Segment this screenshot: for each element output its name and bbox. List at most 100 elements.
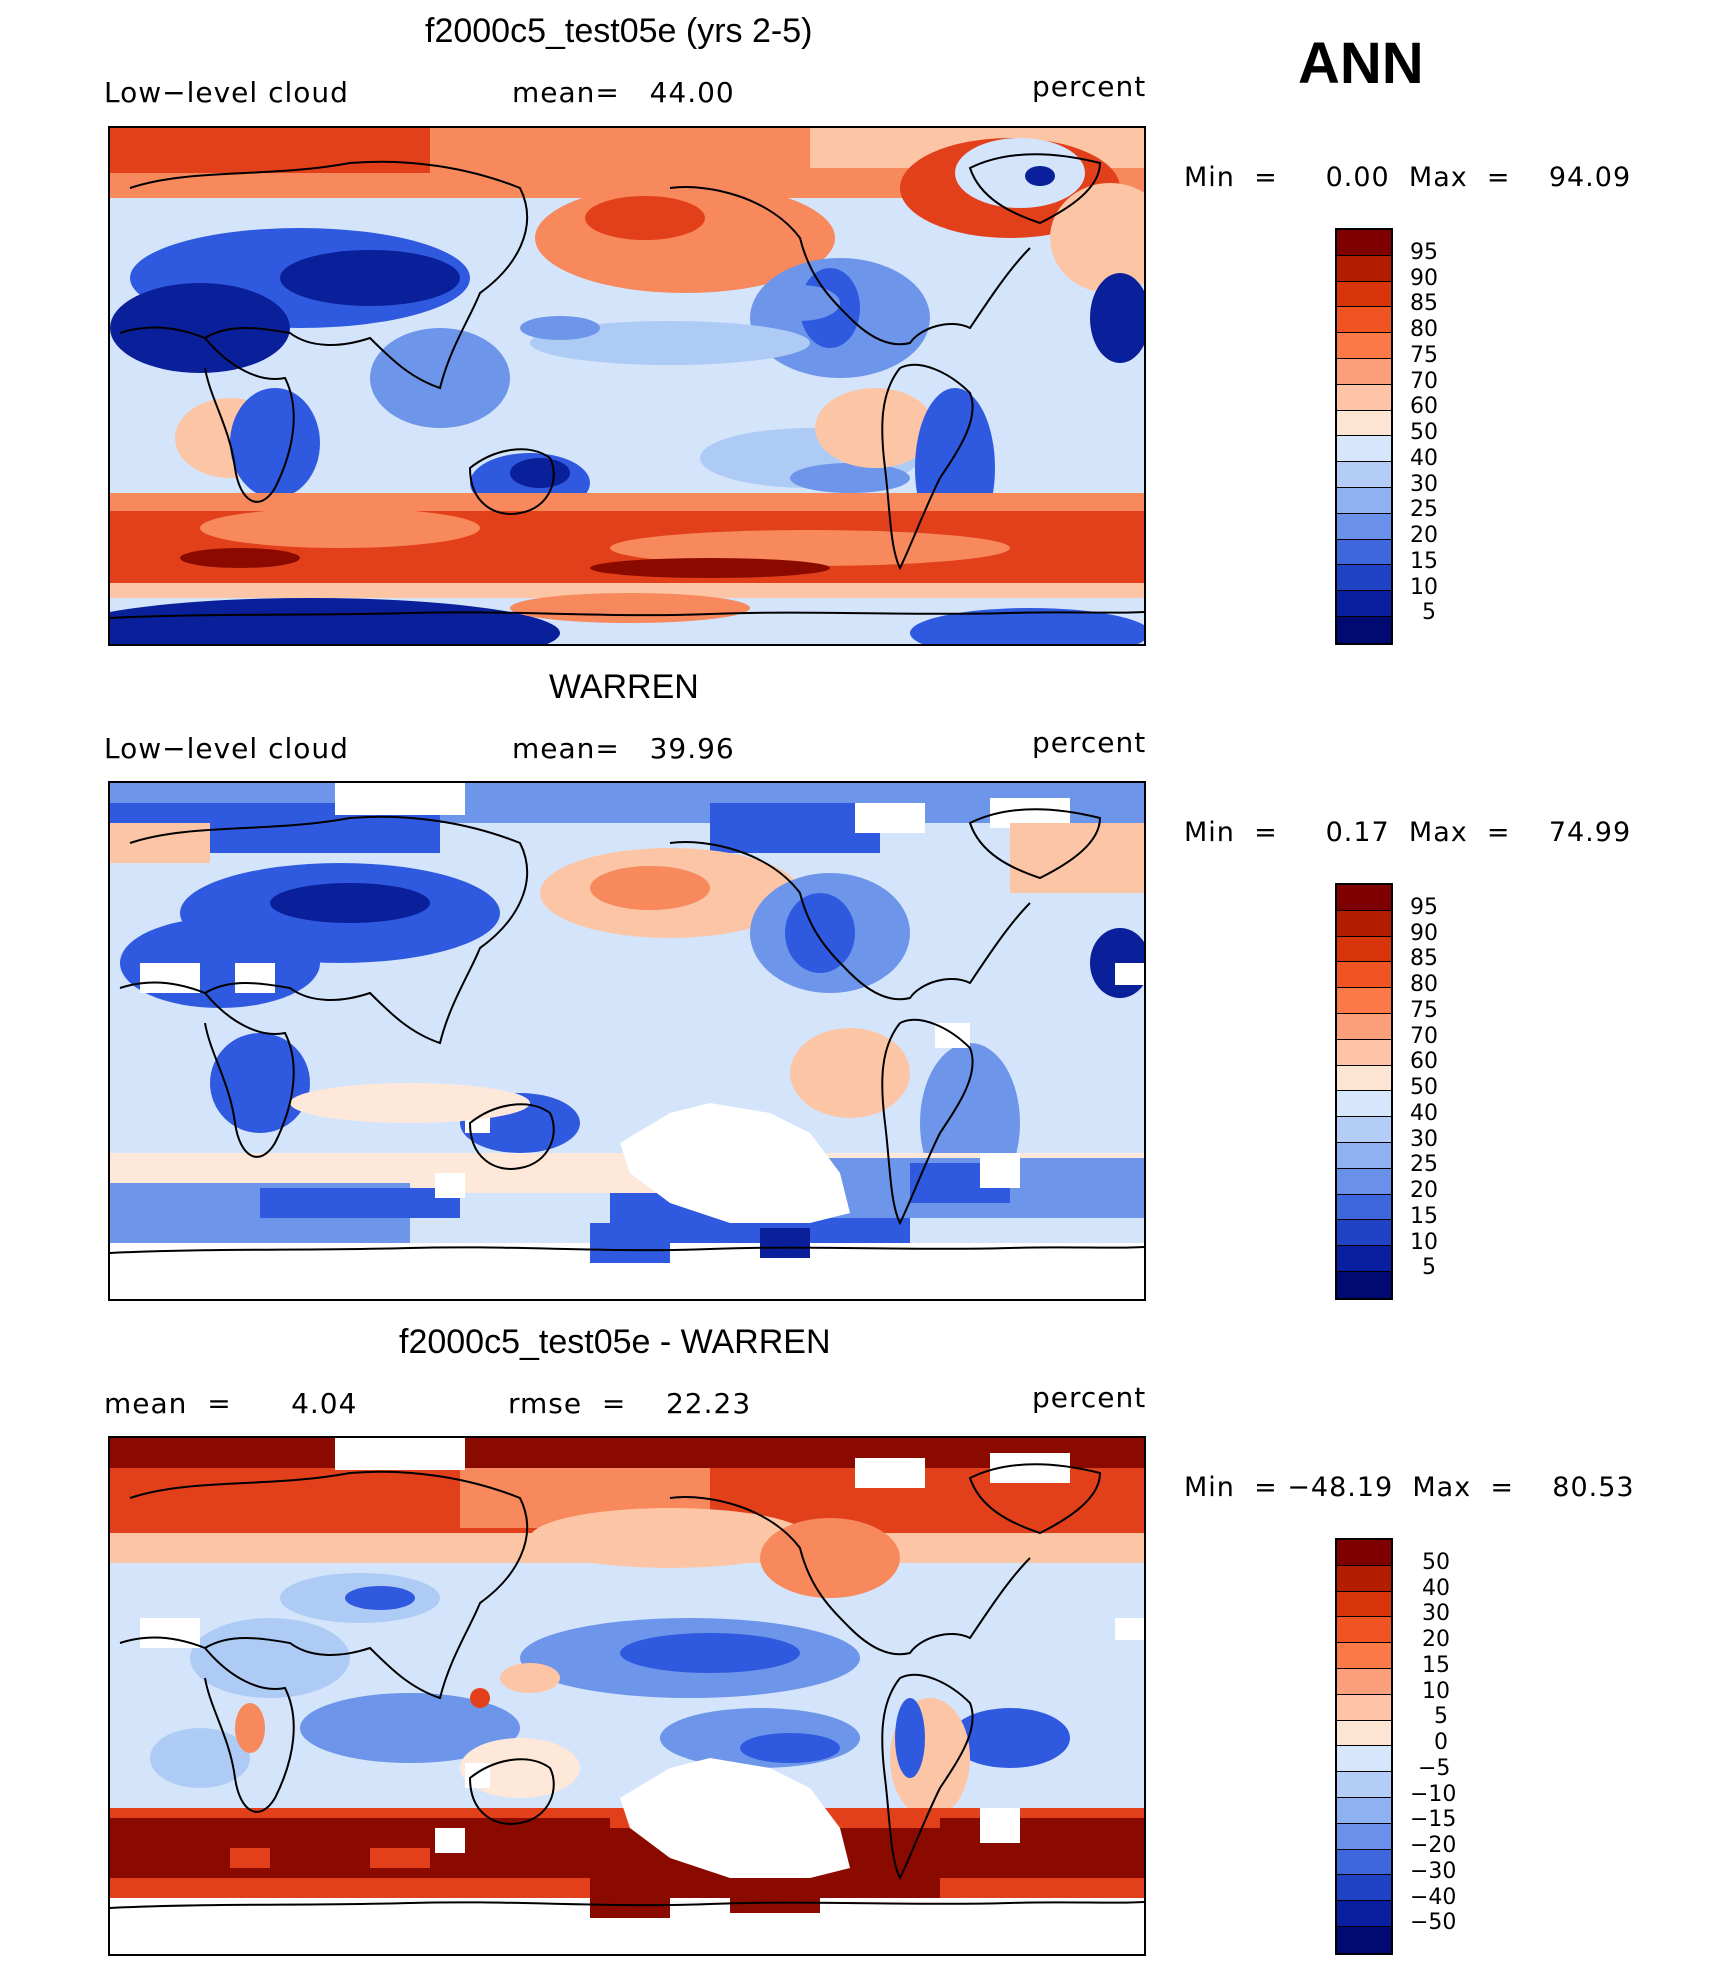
panel-2-colorbar-label: 5	[1422, 1255, 1436, 1280]
panel-3-units-label: percent	[1032, 1381, 1147, 1414]
panel-3-colorbar-label: 5	[1434, 1704, 1448, 1729]
panel-1-map-field	[110, 128, 1144, 644]
panel-1-mean-label: mean= 44.00	[512, 76, 735, 109]
panel-1-colorbar-label: 70	[1410, 369, 1438, 394]
panel-2-colorbar	[1335, 883, 1393, 1300]
panel-3-mean-label: mean = 4.04	[104, 1387, 358, 1420]
panel-2-units-label: percent	[1032, 726, 1147, 759]
panel-2-colorbar-label: 90	[1410, 921, 1438, 946]
panel-1-colorbar-swatch	[1337, 333, 1391, 359]
panel-2-colorbar-swatch	[1337, 1013, 1391, 1040]
panel-1-colorbar-label: 20	[1410, 523, 1438, 548]
panel-1-colorbar-swatch	[1337, 384, 1391, 411]
panel-2-colorbar-label: 70	[1410, 1024, 1438, 1049]
panel-3-colorbar-label: −5	[1418, 1756, 1451, 1781]
panel-1-colorbar-swatch	[1337, 436, 1391, 463]
panel-3-colorbar-label: −50	[1410, 1910, 1457, 1935]
panel-3-colorbar-swatch	[1337, 1643, 1391, 1669]
panel-2-colorbar-swatch	[1337, 1246, 1391, 1272]
panel-1-colorbar-swatch	[1337, 410, 1391, 437]
panel-3-colorbar	[1335, 1538, 1393, 1955]
panel-1-variable-label: Low−level cloud	[104, 76, 349, 109]
panel-3-colorbar-label: 20	[1422, 1627, 1450, 1652]
panel-3-colorbar-swatch	[1337, 1901, 1391, 1927]
panel-3-colorbar-label: 30	[1422, 1601, 1450, 1626]
panel-1-colorbar-label: 60	[1410, 394, 1438, 419]
panel-3-colorbar-swatch	[1337, 1720, 1391, 1747]
panel-3-colorbar-label: −20	[1410, 1833, 1457, 1858]
panel-1-colorbar-label: 95	[1410, 240, 1438, 265]
panel-2-colorbar-swatch	[1337, 1065, 1391, 1092]
panel-2-colorbar-swatch	[1337, 1039, 1391, 1066]
panel-2-colorbar-swatch	[1337, 1142, 1391, 1169]
panel-1-colorbar-swatch	[1337, 565, 1391, 592]
panel-3-colorbar-label: 0	[1434, 1730, 1448, 1755]
panel-2-colorbar-label: 80	[1410, 972, 1438, 997]
panel-1-colorbar-swatch	[1337, 462, 1391, 488]
panel-3-title: f2000c5_test05e - WARREN	[399, 1323, 831, 1361]
panel-1-colorbar-swatch	[1337, 513, 1391, 540]
panel-1-colorbar-swatch	[1337, 230, 1391, 256]
panel-3-colorbar-swatch	[1337, 1875, 1391, 1902]
panel-3-colorbar-swatch	[1337, 1540, 1391, 1566]
panel-1-colorbar-swatch	[1337, 591, 1391, 617]
panel-3-colorbar-label: −10	[1410, 1782, 1457, 1807]
panel-1-colorbar-label: 75	[1410, 343, 1438, 368]
panel-3-map-field	[110, 1438, 1144, 1954]
panel-1-colorbar-swatch	[1337, 616, 1391, 643]
panel-2-colorbar-label: 25	[1410, 1152, 1438, 1177]
panel-1-colorbar-label: 90	[1410, 266, 1438, 291]
panel-3-colorbar-label: 10	[1422, 1679, 1450, 1704]
panel-2-colorbar-swatch	[1337, 1271, 1391, 1298]
panel-2-map-field	[110, 783, 1144, 1299]
panel-2-colorbar-label: 10	[1410, 1230, 1438, 1255]
panel-2-mean-label: mean= 39.96	[512, 732, 735, 765]
season-label: ANN	[1298, 31, 1424, 96]
panel-2-colorbar-swatch	[1337, 1091, 1391, 1118]
panel-2-title: WARREN	[549, 668, 699, 706]
panel-1-colorbar-label: 30	[1410, 472, 1438, 497]
panel-1-colorbar-label: 80	[1410, 317, 1438, 342]
panel-2-minmax: Min = 0.17 Max = 74.99	[1184, 817, 1632, 848]
panel-1-colorbar-label: 15	[1410, 549, 1438, 574]
panel-1-colorbar-label: 10	[1410, 575, 1438, 600]
panel-2-colorbar-swatch	[1337, 885, 1391, 911]
panel-1-title: f2000c5_test05e (yrs 2-5)	[425, 12, 813, 50]
panel-1-colorbar-swatch	[1337, 281, 1391, 308]
panel-2-colorbar-label: 60	[1410, 1049, 1438, 1074]
panel-3-colorbar-label: 40	[1422, 1576, 1450, 1601]
panel-2-colorbar-label: 15	[1410, 1204, 1438, 1229]
panel-2-colorbar-swatch	[1337, 1220, 1391, 1247]
panel-2-colorbar-label: 20	[1410, 1178, 1438, 1203]
panel-3-colorbar-label: 15	[1422, 1653, 1450, 1678]
panel-3-rmse-label: rmse = 22.23	[508, 1387, 752, 1420]
panel-3-colorbar-label: 50	[1422, 1550, 1450, 1575]
panel-3-colorbar-label: −40	[1410, 1885, 1457, 1910]
panel-3-colorbar-label: −15	[1410, 1807, 1457, 1832]
panel-2-colorbar-swatch	[1337, 1168, 1391, 1195]
panel-1-map	[108, 126, 1146, 646]
panel-2-colorbar-label: 40	[1410, 1101, 1438, 1126]
panel-3-colorbar-swatch	[1337, 1591, 1391, 1618]
panel-2-colorbar-swatch	[1337, 1194, 1391, 1221]
panel-3-colorbar-swatch	[1337, 1797, 1391, 1824]
panel-1-colorbar-label: 25	[1410, 497, 1438, 522]
panel-3-colorbar-swatch	[1337, 1565, 1391, 1592]
panel-3-colorbar-swatch	[1337, 1746, 1391, 1773]
panel-1-colorbar-swatch	[1337, 358, 1391, 385]
panel-1-colorbar	[1335, 228, 1393, 645]
panel-1-colorbar-label: 5	[1422, 600, 1436, 625]
panel-2-colorbar-label: 85	[1410, 946, 1438, 971]
panel-3-minmax: Min = −48.19 Max = 80.53	[1184, 1472, 1635, 1503]
panel-2-colorbar-label: 30	[1410, 1127, 1438, 1152]
panel-1-units-label: percent	[1032, 70, 1147, 103]
panel-2-colorbar-label: 50	[1410, 1075, 1438, 1100]
panel-1-colorbar-swatch	[1337, 539, 1391, 566]
panel-2-map	[108, 781, 1146, 1301]
panel-3-colorbar-swatch	[1337, 1617, 1391, 1644]
panel-1-colorbar-label: 50	[1410, 420, 1438, 445]
panel-2-colorbar-swatch	[1337, 988, 1391, 1014]
panel-2-colorbar-label: 95	[1410, 895, 1438, 920]
panel-1-colorbar-label: 85	[1410, 291, 1438, 316]
panel-1-colorbar-swatch	[1337, 255, 1391, 282]
